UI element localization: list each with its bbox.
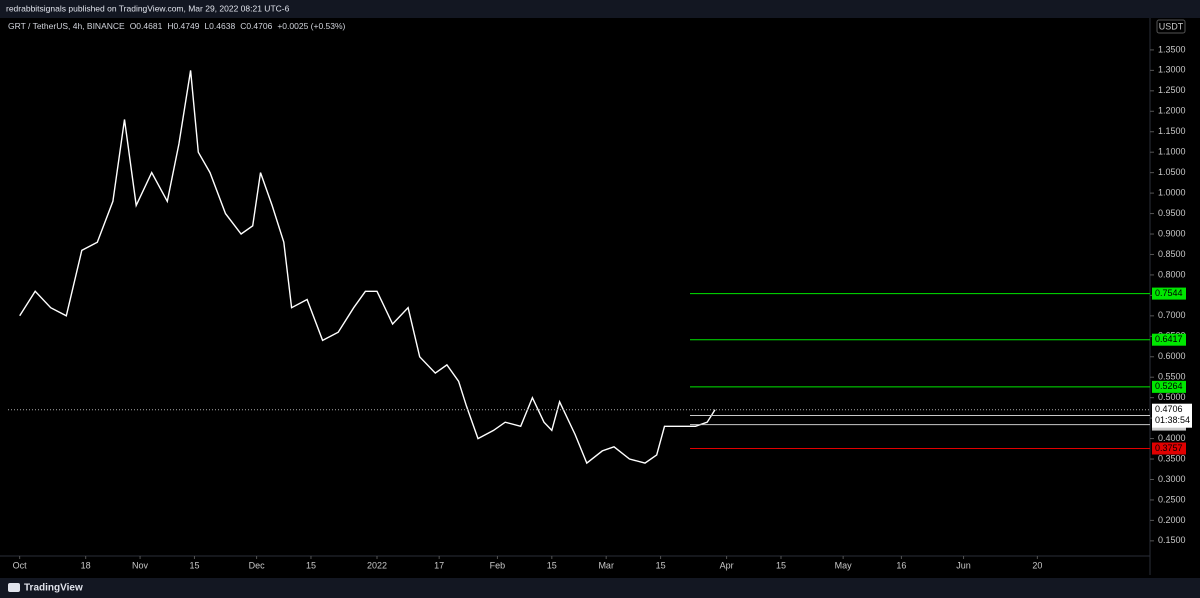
x-tick-label: Nov xyxy=(132,560,149,570)
level-label: 0.7544 xyxy=(1155,288,1183,298)
y-tick-label: 0.4000 xyxy=(1158,433,1186,443)
y-tick-label: 1.2500 xyxy=(1158,85,1186,95)
footer-bar xyxy=(0,578,1200,598)
x-tick-label: 20 xyxy=(1032,560,1042,570)
countdown: 01:38:54 xyxy=(1155,415,1190,425)
x-tick-label: Dec xyxy=(249,560,266,570)
legend-stat: H0.4749 xyxy=(167,21,199,31)
level-label: 0.3757 xyxy=(1155,443,1183,453)
x-tick-label: 2022 xyxy=(367,560,387,570)
y-tick-label: 1.3500 xyxy=(1158,44,1186,54)
last-price-box xyxy=(1152,403,1192,428)
legend-stat: C0.4706 xyxy=(240,21,272,31)
header-bar xyxy=(0,0,1200,18)
x-tick-label: 15 xyxy=(189,560,199,570)
y-tick-label: 1.0000 xyxy=(1158,187,1186,197)
y-tick-label: 0.5500 xyxy=(1158,372,1186,382)
y-tick-label: 0.5000 xyxy=(1158,392,1186,402)
x-tick-label: 15 xyxy=(306,560,316,570)
y-tick-label: 0.7000 xyxy=(1158,310,1186,320)
y-tick-label: 1.1000 xyxy=(1158,147,1186,157)
level-label-box xyxy=(1152,333,1186,346)
y-tick-label: 0.2000 xyxy=(1158,515,1186,525)
x-tick-label: 18 xyxy=(81,560,91,570)
legend-stat: +0.0025 (+0.53%) xyxy=(277,21,345,31)
x-tick-label: 15 xyxy=(547,560,557,570)
y-tick-label: 0.8500 xyxy=(1158,249,1186,259)
level-label-box xyxy=(1152,380,1186,393)
legend-title: GRT / TetherUS, 4h, BINANCE xyxy=(8,21,125,31)
y-tick-label: 0.9000 xyxy=(1158,228,1186,238)
logo-icon xyxy=(8,583,20,592)
y-tick-label: 0.9500 xyxy=(1158,208,1186,218)
y-tick-label: 1.3000 xyxy=(1158,65,1186,75)
x-tick-label: Jun xyxy=(956,560,971,570)
level-label: 0.6417 xyxy=(1155,334,1183,344)
header-text: redrabbitsignals published on TradingVie… xyxy=(6,3,290,13)
y-tick-label: 0.1500 xyxy=(1158,535,1186,545)
price-line xyxy=(19,70,716,465)
x-tick-label: Oct xyxy=(13,560,28,570)
legend-stat: L0.4638 xyxy=(204,21,235,31)
last-price-label: 0.4706 xyxy=(1155,404,1183,414)
x-tick-label: 17 xyxy=(434,560,444,570)
level-label-box xyxy=(1152,442,1186,455)
legend: GRT / TetherUS, 4h, BINANCE O0.4681 H0.474… xyxy=(8,21,346,31)
y-tick-label: 0.6000 xyxy=(1158,351,1186,361)
x-tick-label: Mar xyxy=(598,560,614,570)
x-tick-label: Feb xyxy=(490,560,506,570)
currency: USDT xyxy=(1159,21,1184,31)
footer-brand: TradingView xyxy=(24,583,83,594)
x-tick-label: Apr xyxy=(720,560,734,570)
y-tick-label: 0.2500 xyxy=(1158,494,1186,504)
x-tick-label: May xyxy=(835,560,853,570)
x-tick-label: 15 xyxy=(776,560,786,570)
level-label: 0.5264 xyxy=(1155,381,1183,391)
legend-stat: O0.4681 xyxy=(130,21,163,31)
x-tick-label: 15 xyxy=(656,560,666,570)
y-tick-label: 0.3500 xyxy=(1158,453,1186,463)
currency-box xyxy=(1156,19,1186,34)
x-tick-label: 16 xyxy=(896,560,906,570)
y-tick-label: 0.3000 xyxy=(1158,474,1186,484)
y-tick-label: 1.2000 xyxy=(1158,106,1186,116)
y-tick-label: 1.0500 xyxy=(1158,167,1186,177)
y-tick-label: 0.8000 xyxy=(1158,269,1186,279)
level-label-box xyxy=(1152,287,1186,300)
y-tick-label: 1.1500 xyxy=(1158,126,1186,136)
